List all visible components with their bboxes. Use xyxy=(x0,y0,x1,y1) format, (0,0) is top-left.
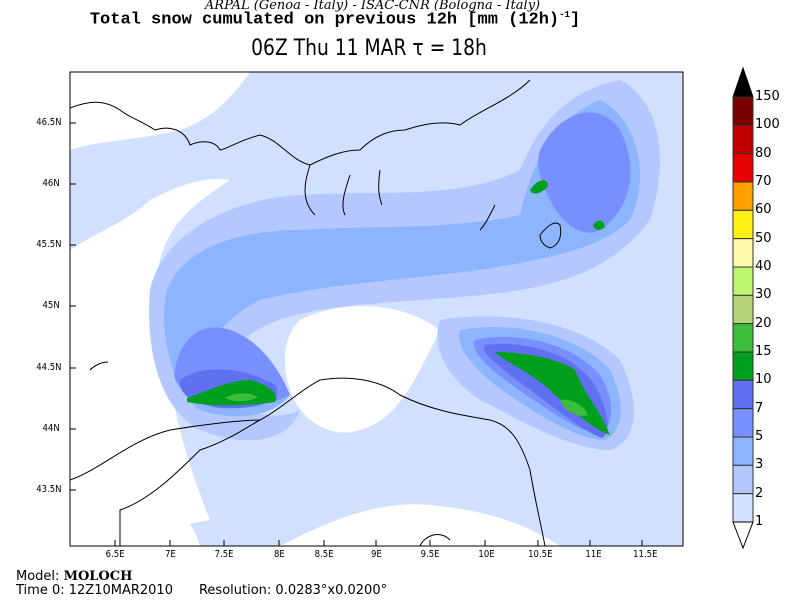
colorbar-segment xyxy=(732,153,754,183)
lat-label: 43.5N xyxy=(36,484,62,495)
colorbar-label: 2 xyxy=(755,485,764,501)
lon-label: 9.5E xyxy=(420,549,440,560)
colorbar-label: 10 xyxy=(755,372,772,388)
colorbar xyxy=(732,66,754,550)
axis-ticks xyxy=(70,122,643,546)
lon-label: 7E xyxy=(164,549,176,560)
colorbar-label: 150 xyxy=(755,89,780,104)
colorbar-segment xyxy=(732,181,754,211)
colorbar-segment xyxy=(732,323,754,353)
resolution-value: 0.0283°x0.0200° xyxy=(275,583,388,598)
colorbar-segment xyxy=(732,209,754,240)
colorbar-segment xyxy=(732,464,754,495)
snow-area-3-5 xyxy=(164,100,640,417)
lat-label: 45.5N xyxy=(36,239,62,250)
model-name: MOLOCH xyxy=(63,569,133,584)
colorbar-segment xyxy=(732,493,754,523)
credits: ARPAL (Genoa - Italy) - ISAC-CNR (Bologn… xyxy=(204,0,541,13)
lat-label: 44.5N xyxy=(36,362,62,373)
model-label: Model: xyxy=(16,569,60,584)
colorbar-segment xyxy=(732,351,754,381)
lon-label: 6.5E xyxy=(105,549,125,560)
map-title: Total snow cumulated on previous 12h [mm… xyxy=(0,10,670,30)
time0-value: 12Z10MAR2010 xyxy=(68,583,173,598)
time0-label: Time 0: xyxy=(16,583,65,598)
model-info: Model: MOLOCH xyxy=(16,569,132,584)
lon-label: 11.5E xyxy=(633,549,658,560)
lon-label: 8E xyxy=(273,549,285,560)
lon-label: 10.5E xyxy=(528,549,553,560)
colorbar-segment xyxy=(732,294,754,325)
colorbar-segment xyxy=(732,124,754,155)
colorbar-label: 3 xyxy=(755,457,764,473)
colorbar-segment xyxy=(732,379,754,410)
colorbar-label: 80 xyxy=(755,145,772,161)
colorbar-label: 60 xyxy=(755,202,772,218)
coastlines-borders xyxy=(70,79,562,546)
snow-area-10-15 xyxy=(187,380,277,406)
run-info: Time 0: 12Z10MAR2010 Resolution: 0.0283°x… xyxy=(16,583,387,598)
snow-area-5-7 xyxy=(538,112,631,233)
colorbar-label: 30 xyxy=(755,287,772,303)
colorbar-label: 5 xyxy=(755,429,764,444)
colorbar-over-triangle xyxy=(732,66,754,98)
lon-label: 11E xyxy=(585,549,602,560)
lon-label: 7.5E xyxy=(214,549,234,560)
no-snow-area xyxy=(70,72,250,150)
colorbar-label: 40 xyxy=(755,259,772,274)
colorbar-label: 50 xyxy=(755,230,772,246)
colorbar-label: 20 xyxy=(755,315,772,331)
colorbar-label: 7 xyxy=(755,400,764,416)
lon-label: 8.5E xyxy=(314,549,334,560)
lat-label: 46.5N xyxy=(36,117,62,128)
snow-field xyxy=(70,72,683,546)
colorbar-label: 70 xyxy=(755,174,772,189)
colorbar-segment xyxy=(732,96,754,126)
valid-time: 06Z Thu 11 MAR τ = 18h xyxy=(251,36,487,61)
title-text: Total snow cumulated on previous 12h [mm… xyxy=(89,10,560,30)
colorbar-label: 100 xyxy=(755,117,780,133)
lat-label: 46N xyxy=(42,178,60,189)
title-exponent: -1 xyxy=(559,10,570,20)
colorbar-segment xyxy=(732,238,754,268)
lon-label: 9E xyxy=(370,549,382,560)
lat-label: 44N xyxy=(42,423,60,434)
no-snow-area xyxy=(70,179,230,546)
no-snow-area xyxy=(284,306,440,433)
lon-label: 10E xyxy=(478,549,495,560)
colorbar-label: 1 xyxy=(755,514,764,529)
colorbar-under-triangle xyxy=(732,521,754,550)
colorbar-label: 15 xyxy=(755,344,772,359)
resolution-label: Resolution: xyxy=(198,583,272,598)
colorbar-segment xyxy=(732,266,754,296)
snow-area-10-15 xyxy=(530,180,605,230)
colorbar-segment xyxy=(732,436,754,466)
colorbar-segment xyxy=(732,408,754,438)
lat-label: 45N xyxy=(42,300,60,311)
title-end: ] xyxy=(569,10,581,30)
